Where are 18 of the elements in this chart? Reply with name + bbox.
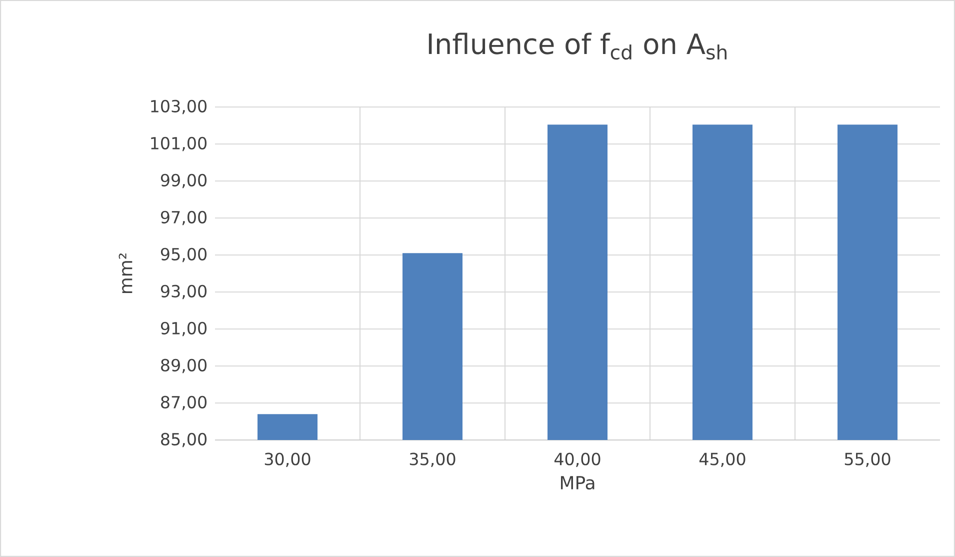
y-tick-label: 85,00 (161, 432, 207, 448)
x-tick-label: 45,00 (699, 452, 746, 468)
y-tick-label: 91,00 (160, 322, 207, 336)
x-axis-title: MPa (560, 476, 594, 490)
chart-title: Influence of f$_{cd}$ on A$_{sh}$ (428, 32, 726, 60)
x-tick-label: 40,00 (554, 452, 600, 468)
y-tick-label: 87,00 (161, 396, 207, 410)
y-tick-label: 103,00 (151, 100, 207, 114)
y-tick-label: 101,00 (151, 136, 207, 152)
y-tick-label: 89,00 (161, 358, 207, 374)
y-tick-label: 95,00 (160, 248, 207, 262)
y-tick-label: 93,00 (160, 284, 207, 300)
y-tick-label: 97,00 (160, 210, 207, 226)
y-tick-label: 99,00 (160, 174, 207, 188)
x-tick-label: 55,00 (844, 452, 890, 468)
x-tick-label: 35,00 (410, 452, 456, 468)
y-axis-title: mm² (118, 253, 132, 294)
x-tick-label: 30,00 (264, 452, 310, 468)
